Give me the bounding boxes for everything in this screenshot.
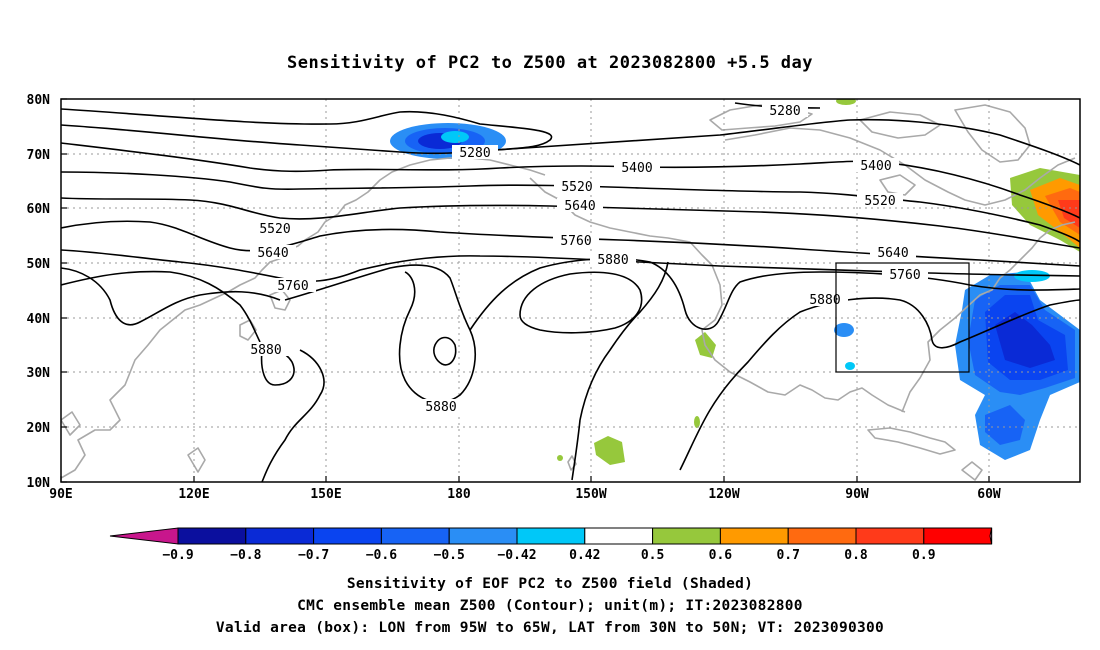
colorbar-swatch	[177, 527, 247, 545]
colorbar-tick-label: 0.8	[844, 548, 868, 563]
contour-label: 5520	[864, 194, 895, 209]
colorbar-swatch	[652, 527, 721, 545]
colorbar-labels: −0.9 −0.8 −0.7 −0.6 −0.5 −0.42 0.42 0.5 0.6 0.7 0.…	[162, 548, 935, 563]
colorbar-swatch	[584, 527, 654, 545]
colorbar-tick-label: −0.8	[230, 548, 261, 563]
lat-label: 70N	[27, 148, 51, 163]
lon-label: 120W	[708, 487, 739, 502]
colorbar-swatch	[787, 527, 857, 545]
colorbar-swatch	[448, 527, 518, 545]
axis-ticks	[60, 98, 990, 483]
colorbar-under-triangle	[109, 527, 179, 545]
sensitivity-shading	[390, 99, 1080, 465]
colorbar-tick-label: −0.7	[298, 548, 329, 563]
contour-label: 5640	[564, 199, 595, 214]
lat-label: 20N	[27, 421, 51, 436]
contour-labels: 5280 5280 5400 5400 5520 5520 5520 5640 …	[243, 103, 928, 415]
latitude-labels: 80N 70N 60N 50N 40N 30N 20N 10N	[27, 93, 51, 491]
contour-label: 5520	[561, 180, 592, 195]
lon-label: 150E	[310, 487, 341, 502]
lat-label: 10N	[27, 476, 51, 491]
colorbar-over-triangle	[989, 527, 993, 545]
contour-label: 5880	[250, 343, 281, 358]
contour-label: 5880	[809, 293, 840, 308]
colorbar-tick-label: 0.9	[912, 548, 935, 563]
contour-label: 5280	[459, 146, 490, 161]
lon-label: 90W	[845, 487, 869, 502]
colorbar-tick-label: 0.7	[776, 548, 799, 563]
figure-title: Sensitivity of PC2 to Z500 at 2023082800…	[287, 53, 813, 73]
lon-label: 60W	[977, 487, 1001, 502]
contour-label: 5760	[560, 234, 591, 249]
colorbar-tick-label: 0.42	[569, 548, 600, 563]
map-frame	[60, 98, 1081, 483]
contour-label: 5520	[259, 222, 290, 237]
lat-label: 80N	[27, 93, 51, 108]
lat-label: 50N	[27, 257, 51, 272]
contour-label: 5760	[277, 279, 308, 294]
caption-line-2: CMC ensemble mean Z500 (Contour); unit(m…	[297, 598, 803, 614]
colorbar	[109, 527, 993, 545]
colorbar-swatch	[923, 527, 993, 545]
lat-label: 60N	[27, 202, 51, 217]
colorbar-swatch	[380, 527, 450, 545]
colorbar-tick-label: −0.9	[162, 548, 193, 563]
lat-label: 40N	[27, 312, 51, 327]
colorbar-tick-label: −0.42	[497, 548, 536, 563]
contour-label: 5760	[889, 268, 920, 283]
colorbar-tick-label: 0.5	[641, 548, 664, 563]
lon-label: 120E	[178, 487, 209, 502]
z500-contours	[61, 102, 1080, 482]
colorbar-swatch	[245, 527, 315, 545]
colorbar-swatch	[516, 527, 586, 545]
colorbar-swatch	[313, 527, 382, 545]
contour-label: 5640	[257, 246, 288, 261]
graticule	[61, 99, 1080, 482]
contour-label: 5880	[597, 253, 628, 268]
colorbar-tick-label: −0.6	[366, 548, 397, 563]
longitude-labels: 90E 120E 150E 180 150W 120W 90W 60W	[49, 487, 1001, 502]
contour-label: 5400	[621, 161, 652, 176]
map-panel: 5280 5280 5400 5400 5520 5520 5520 5640 …	[61, 99, 1080, 482]
valid-area-box	[835, 262, 970, 373]
caption-line-3: Valid area (box): LON from 95W to 65W, L…	[216, 620, 884, 636]
coastlines	[61, 104, 1076, 481]
lat-label: 30N	[27, 366, 51, 381]
contour-label: 5880	[425, 400, 456, 415]
colorbar-tick-label: 0.6	[709, 548, 733, 563]
caption-line-1: Sensitivity of EOF PC2 to Z500 field (Sh…	[347, 576, 753, 592]
colorbar-swatch	[855, 527, 925, 545]
contour-label: 5400	[860, 159, 891, 174]
contour-label: 5640	[877, 246, 908, 261]
lon-label: 150W	[575, 487, 606, 502]
contour-label: 5280	[769, 104, 800, 119]
lon-label: 90E	[49, 487, 72, 502]
colorbar-swatch	[719, 527, 789, 545]
colorbar-tick-label: −0.5	[434, 548, 465, 563]
lon-label: 180	[447, 487, 471, 502]
